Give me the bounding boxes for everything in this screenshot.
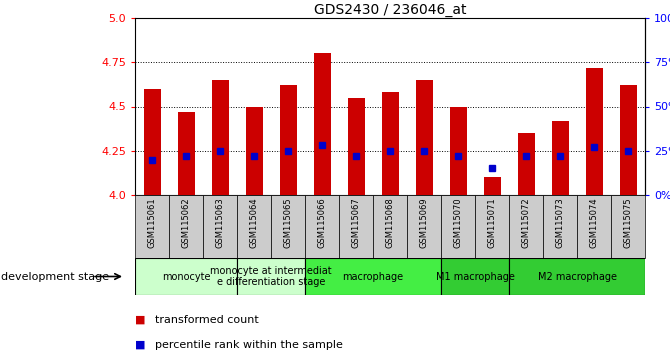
Bar: [415, 80, 433, 195]
Bar: [509, 258, 645, 295]
Text: development stage: development stage: [1, 272, 109, 281]
Text: GSM115074: GSM115074: [590, 198, 598, 248]
Text: GSM115066: GSM115066: [318, 198, 326, 248]
Bar: [178, 112, 194, 195]
Text: GSM115063: GSM115063: [216, 198, 224, 248]
Bar: [620, 85, 636, 195]
Text: transformed count: transformed count: [155, 315, 259, 325]
Text: GSM115067: GSM115067: [352, 198, 360, 248]
Bar: [373, 195, 407, 258]
Text: monocyte at intermediat
e differentiation stage: monocyte at intermediat e differentiatio…: [210, 266, 332, 287]
Text: M2 macrophage: M2 macrophage: [537, 272, 616, 281]
Bar: [169, 195, 203, 258]
Bar: [611, 195, 645, 258]
Bar: [475, 195, 509, 258]
Bar: [407, 195, 441, 258]
Bar: [279, 85, 297, 195]
Bar: [450, 107, 466, 195]
Text: GSM115062: GSM115062: [182, 198, 190, 248]
Bar: [509, 195, 543, 258]
Text: monocyte: monocyte: [161, 272, 210, 281]
Text: macrophage: macrophage: [342, 272, 403, 281]
Text: GSM115071: GSM115071: [488, 198, 496, 248]
Bar: [381, 92, 399, 195]
Bar: [271, 195, 305, 258]
Text: GSM115072: GSM115072: [521, 198, 531, 248]
Text: GSM115068: GSM115068: [385, 198, 395, 248]
Bar: [135, 195, 169, 258]
Bar: [577, 195, 611, 258]
Text: GSM115075: GSM115075: [624, 198, 632, 248]
Title: GDS2430 / 236046_at: GDS2430 / 236046_at: [314, 3, 466, 17]
Bar: [339, 195, 373, 258]
Bar: [305, 195, 339, 258]
Bar: [203, 195, 237, 258]
Text: ■: ■: [135, 315, 145, 325]
Bar: [143, 89, 161, 195]
Bar: [441, 258, 509, 295]
Text: GSM115065: GSM115065: [283, 198, 293, 248]
Bar: [237, 195, 271, 258]
Bar: [441, 195, 475, 258]
Text: GSM115073: GSM115073: [555, 198, 565, 248]
Text: ■: ■: [135, 339, 145, 349]
Bar: [245, 107, 263, 195]
Bar: [348, 98, 364, 195]
Text: GSM115061: GSM115061: [147, 198, 157, 248]
Text: GSM115064: GSM115064: [249, 198, 259, 248]
Text: GSM115069: GSM115069: [419, 198, 429, 248]
Text: M1 macrophage: M1 macrophage: [436, 272, 515, 281]
Bar: [135, 258, 237, 295]
Text: GSM115070: GSM115070: [454, 198, 462, 248]
Bar: [543, 195, 577, 258]
Bar: [314, 53, 330, 195]
Bar: [305, 258, 441, 295]
Bar: [586, 68, 602, 195]
Bar: [212, 80, 228, 195]
Bar: [484, 177, 500, 195]
Bar: [517, 133, 535, 195]
Text: percentile rank within the sample: percentile rank within the sample: [155, 339, 343, 349]
Bar: [551, 121, 569, 195]
Bar: [237, 258, 305, 295]
